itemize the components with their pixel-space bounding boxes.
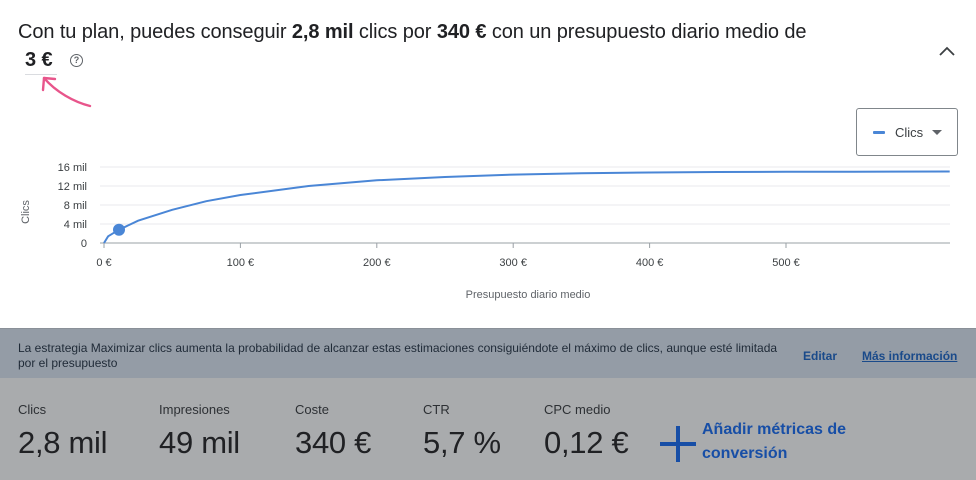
metric-value: 49 mil [159, 425, 240, 460]
summary-prefix: Con tu plan, puedes conseguir [18, 21, 287, 43]
metric-dropdown[interactable]: Clics [856, 108, 958, 156]
summary-headline: Con tu plan, puedes conseguir 2,8 mil cl… [18, 18, 918, 74]
chevron-up-icon [939, 46, 955, 56]
metric-value: 5,7 % [423, 425, 501, 460]
edit-link[interactable]: Editar [803, 349, 838, 363]
add-conversion-metrics-label: Añadir métricas de conversión [702, 421, 847, 462]
metric-impressions: Impresiones 49 mil [159, 402, 240, 461]
x-tick-label: 200 € [363, 257, 391, 269]
daily-budget-underline [25, 74, 57, 75]
metric-label: Clics [18, 402, 47, 417]
y-tick-label: 12 mil [58, 181, 87, 193]
summary-daily-budget: 3 € [25, 49, 53, 71]
curved-arrow-icon [41, 76, 92, 108]
metric-label: Coste [295, 402, 329, 417]
x-tick-label: 0 € [96, 257, 111, 269]
plus-icon [660, 426, 696, 462]
collapse-button[interactable] [934, 38, 960, 64]
y-axis-ticks: 0 4 mil 8 mil 12 mil 16 mil [58, 162, 87, 250]
chart-gridlines [100, 166, 950, 248]
y-tick-label: 0 [81, 238, 87, 250]
summary-mid2: con un presupuesto diario medio de [491, 21, 807, 43]
summary-cost: 340 € [436, 21, 487, 43]
x-tick-label: 300 € [499, 257, 527, 269]
x-tick-label: 100 € [227, 257, 255, 269]
series-line-clics [103, 170, 950, 244]
question-circle-icon[interactable]: ? [69, 53, 83, 67]
metric-cost: Coste 340 € [295, 402, 371, 461]
caret-down-icon [932, 129, 943, 135]
summary-mid1: clics por [358, 21, 432, 43]
y-tick-label: 16 mil [58, 162, 87, 174]
metric-dropdown-label: Clics [895, 124, 924, 140]
strategy-info-bar: La estrategia Maximizar clics aumenta la… [0, 328, 976, 378]
y-axis-label: Clics [20, 200, 32, 224]
x-tick-label: 400 € [636, 257, 664, 269]
current-budget-point[interactable] [113, 223, 126, 236]
strategy-info-text: La estrategia Maximizar clics aumenta la… [18, 341, 778, 370]
metric-ctr: CTR 5,7 % [423, 402, 501, 461]
x-axis-ticks: 0 € 100 € 200 € 300 € 400 € 500 € [96, 257, 799, 269]
x-axis-label: Presupuesto diario medio [466, 289, 591, 301]
metric-label: CTR [423, 402, 450, 417]
metric-avg-cpc: CPC medio 0,12 € [544, 402, 629, 461]
series-swatch [873, 130, 885, 134]
y-tick-label: 4 mil [64, 219, 87, 231]
metric-value: 340 € [295, 425, 372, 460]
clicks-chart: 0 4 mil 8 mil 12 mil 16 mil 0 € 100 € 200 € 300… [20, 162, 950, 301]
metric-label: Impresiones [159, 402, 230, 417]
metric-value: 0,12 € [544, 425, 629, 460]
y-tick-label: 8 mil [64, 200, 87, 212]
metric-clicks: Clics 2,8 mil [18, 402, 108, 461]
metric-value: 2,8 mil [18, 425, 108, 460]
metric-label: CPC medio [544, 402, 611, 417]
more-info-link[interactable]: Más información [862, 349, 958, 363]
x-tick-label: 500 € [772, 257, 800, 269]
add-conversion-metrics-button[interactable]: Añadir métricas de conversión [660, 418, 862, 466]
summary-clicks: 2,8 mil [291, 21, 354, 43]
